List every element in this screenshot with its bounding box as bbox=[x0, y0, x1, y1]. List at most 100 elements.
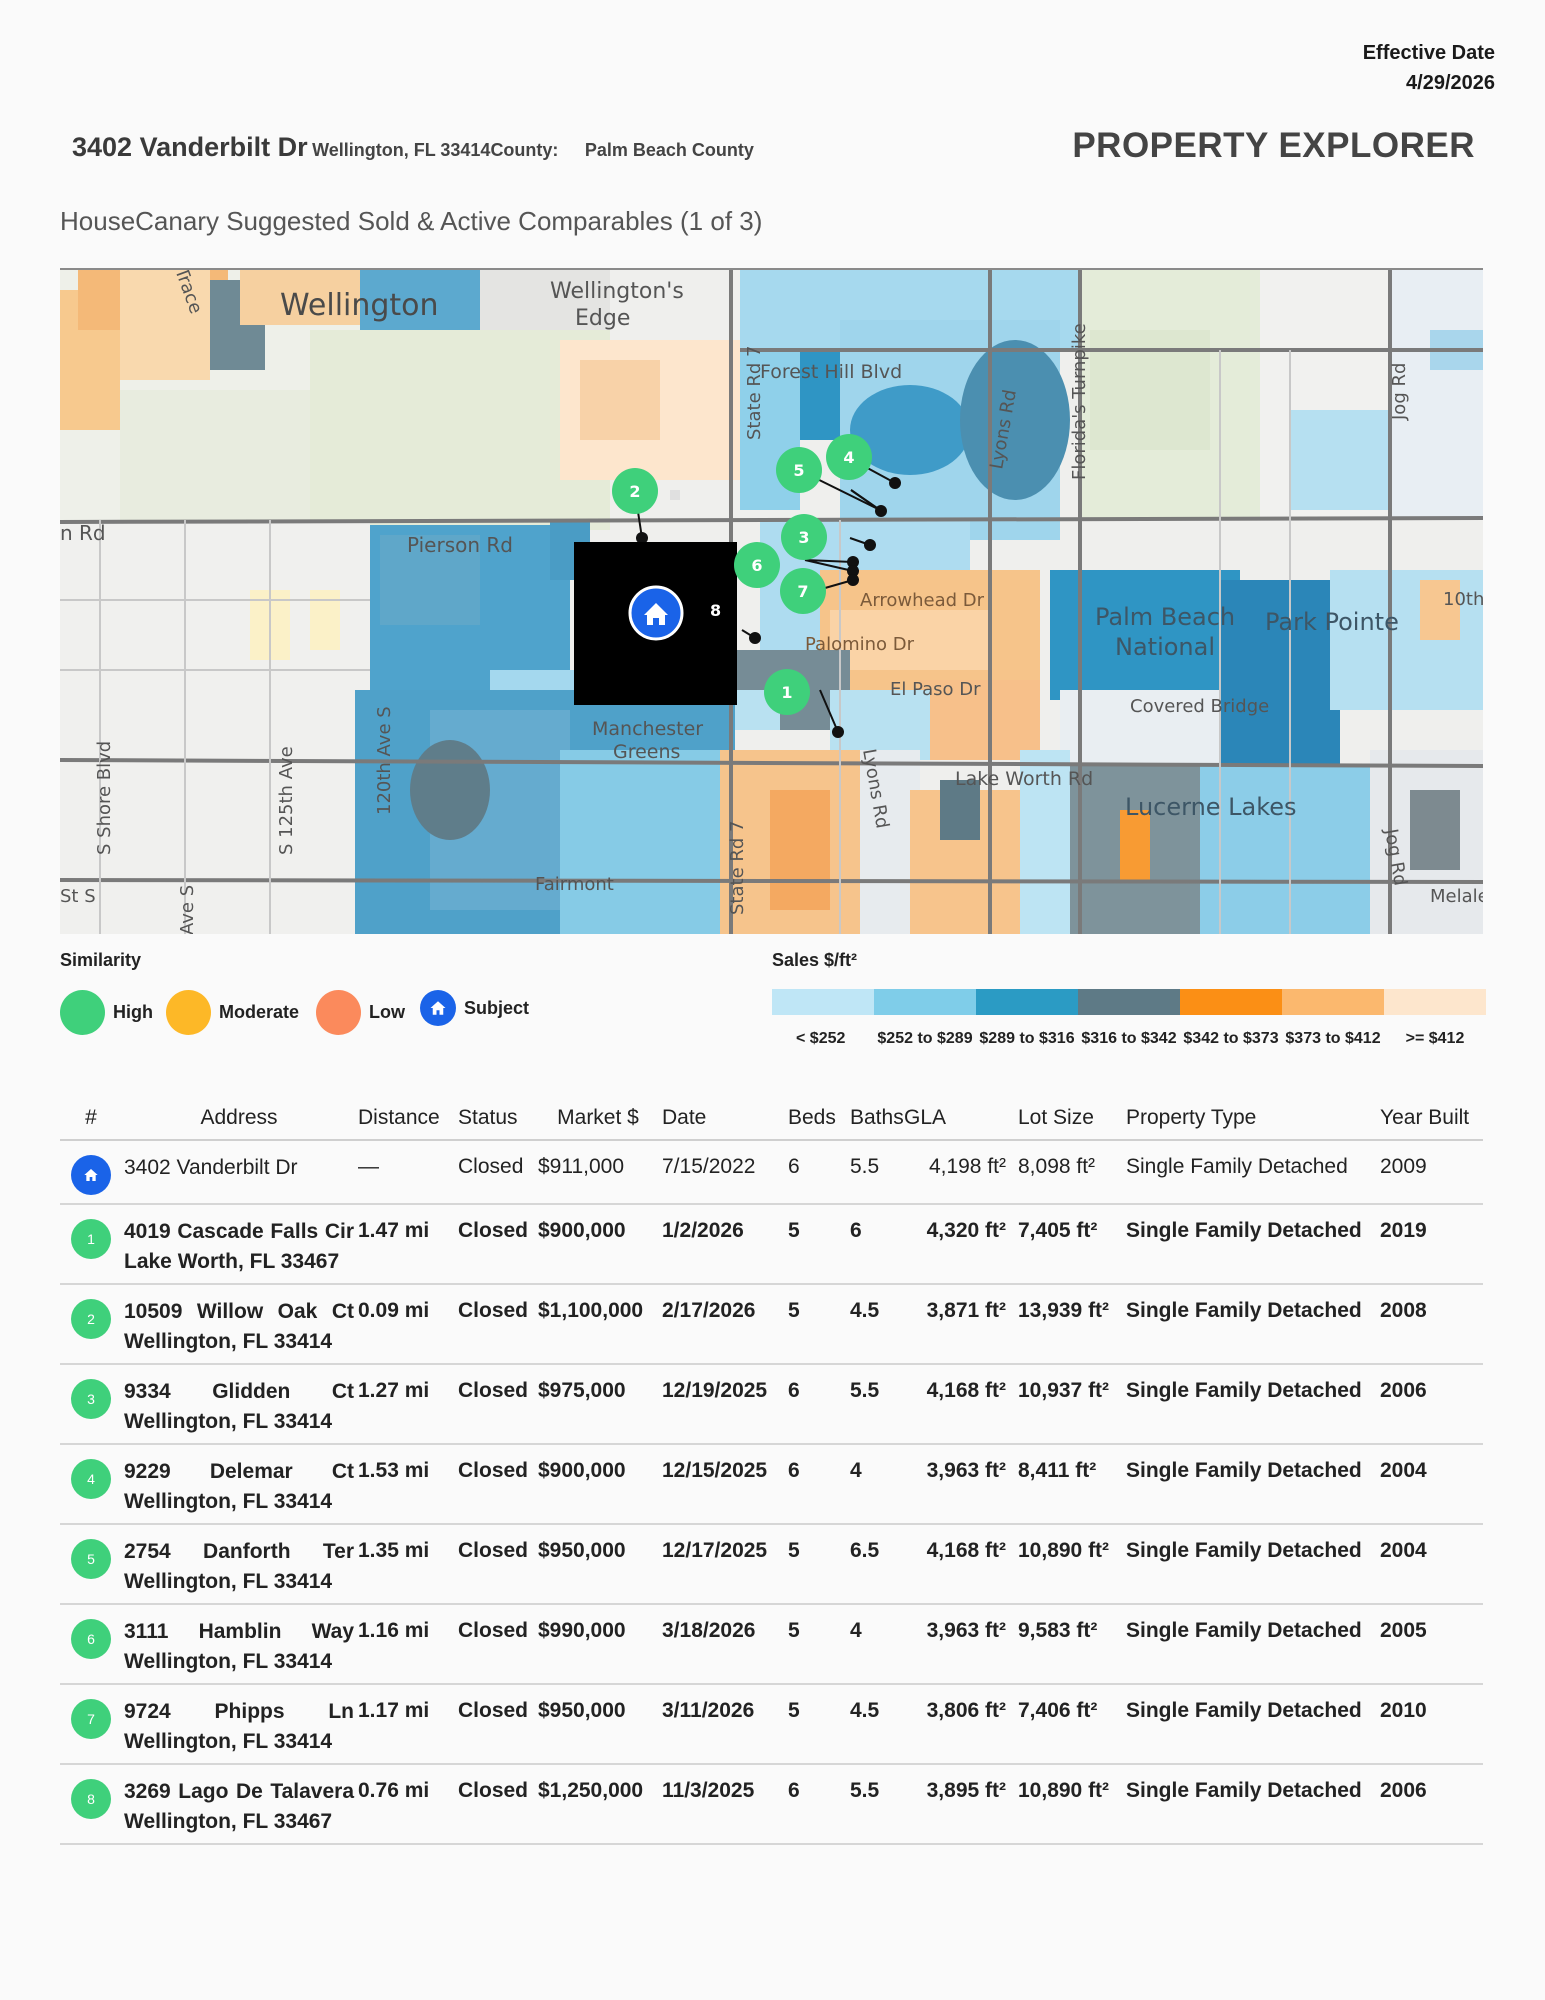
row-lot: 10,890 ft² bbox=[1016, 1764, 1124, 1845]
row-gla: 4,198 ft² bbox=[902, 1140, 1016, 1205]
row-year: 2004 bbox=[1378, 1524, 1483, 1605]
map-label-s-120th: 120th Ave S bbox=[374, 706, 395, 815]
table-row[interactable]: 1 4019 Cascade Falls Cir Lake Worth, FL 3… bbox=[60, 1204, 1483, 1285]
row-gla: 4,320 ft² bbox=[902, 1204, 1016, 1285]
row-year: 2019 bbox=[1378, 1204, 1483, 1285]
row-date: 12/17/2025 bbox=[660, 1524, 786, 1605]
legend-high-label: High bbox=[113, 1002, 153, 1022]
row-date: 11/3/2025 bbox=[660, 1764, 786, 1845]
brand-title: PROPERTY EXPLORER bbox=[1072, 126, 1475, 165]
map-marker-5[interactable]: 5 bbox=[793, 461, 804, 480]
table-row[interactable]: 6 3111 Hamblin Way Wellington, FL 33414 1.… bbox=[60, 1604, 1483, 1685]
subject-address-line: 3402 Vanderbilt Dr Wellington, FL 33414C… bbox=[72, 132, 754, 163]
map-label-arrowhead: Arrowhead Dr bbox=[860, 590, 985, 611]
sales-label-5: $342 to $373 bbox=[1183, 1030, 1279, 1047]
row-distance: 1.17 mi bbox=[356, 1684, 456, 1765]
row-status: Closed bbox=[456, 1444, 536, 1525]
row-year: 2004 bbox=[1378, 1444, 1483, 1525]
row-address: 9229 Delemar Ct Wellington, FL 33414 bbox=[122, 1444, 356, 1525]
row-year: 2006 bbox=[1378, 1364, 1483, 1445]
map-label-10th: 10th bbox=[1443, 589, 1483, 610]
table-row[interactable]: 3 9334 Glidden Ct Wellington, FL 33414 1.2… bbox=[60, 1364, 1483, 1445]
row-address: 3111 Hamblin Way Wellington, FL 33414 bbox=[122, 1604, 356, 1685]
table-row[interactable]: 5 2754 Danforth Ter Wellington, FL 33414 1… bbox=[60, 1524, 1483, 1605]
map-label-greens: Greens bbox=[613, 741, 680, 763]
row-badge-cell: 2 bbox=[60, 1284, 122, 1365]
map-marker-8[interactable]: 8 bbox=[710, 601, 721, 620]
sales-label-4: $316 to $342 bbox=[1081, 1030, 1177, 1047]
row-address: 9724 Phipps Ln Wellington, FL 33414 bbox=[122, 1684, 356, 1765]
row-lot: 10,890 ft² bbox=[1016, 1524, 1124, 1605]
map-marker-6[interactable]: 6 bbox=[751, 556, 762, 575]
map-marker-2[interactable]: 2 bbox=[629, 482, 640, 501]
row-date: 12/15/2025 bbox=[660, 1444, 786, 1525]
row-type: Single Family Detached bbox=[1124, 1284, 1378, 1365]
row-type: Single Family Detached bbox=[1124, 1364, 1378, 1445]
row-type: Single Family Detached bbox=[1124, 1524, 1378, 1605]
map-marker-circle-2[interactable] bbox=[612, 468, 658, 514]
row-number-badge: 5 bbox=[71, 1539, 111, 1579]
row-beds: 5 bbox=[786, 1684, 848, 1765]
row-status: Closed bbox=[456, 1364, 536, 1445]
map-marker-circle-3[interactable] bbox=[781, 514, 827, 560]
row-distance: 1.53 mi bbox=[356, 1444, 456, 1525]
row-baths: 6.5 bbox=[848, 1524, 902, 1605]
row-market: $1,100,000 bbox=[536, 1284, 660, 1365]
header-year: Year Built bbox=[1378, 1096, 1483, 1141]
row-type: Single Family Detached bbox=[1124, 1204, 1378, 1285]
legend-subject-dot bbox=[420, 990, 456, 1026]
row-number-badge: 1 bbox=[71, 1219, 111, 1259]
map-label-st-s: St S bbox=[60, 886, 96, 907]
table-row[interactable]: 4 9229 Delemar Ct Wellington, FL 33414 1.5… bbox=[60, 1444, 1483, 1525]
row-type: Single Family Detached bbox=[1124, 1764, 1378, 1845]
map-marker-circle-6[interactable] bbox=[734, 542, 780, 588]
map-label-national: National bbox=[1115, 633, 1215, 661]
county-label: County: bbox=[490, 140, 559, 160]
map-marker-circle-7[interactable] bbox=[780, 568, 826, 614]
header-lot: Lot Size bbox=[1016, 1096, 1124, 1141]
row-badge-cell: 6 bbox=[60, 1604, 122, 1685]
row-market: $950,000 bbox=[536, 1684, 660, 1765]
comparables-map[interactable]: Wellington Wellington's Edge Forest Hill… bbox=[60, 268, 1483, 934]
row-lot: 9,583 ft² bbox=[1016, 1604, 1124, 1685]
legend-high: High bbox=[60, 990, 153, 1035]
row-beds: 6 bbox=[786, 1364, 848, 1445]
legend-high-dot bbox=[60, 990, 105, 1035]
row-market: $1,250,000 bbox=[536, 1764, 660, 1845]
row-distance: 1.16 mi bbox=[356, 1604, 456, 1685]
row-status: Closed bbox=[456, 1684, 536, 1765]
row-number-badge: 6 bbox=[71, 1619, 111, 1659]
row-gla: 3,963 ft² bbox=[902, 1444, 1016, 1525]
legend-subject: Subject bbox=[420, 990, 529, 1026]
row-date: 3/18/2026 bbox=[660, 1604, 786, 1685]
map-marker-circle-1[interactable] bbox=[764, 669, 810, 715]
row-number-badge: 2 bbox=[71, 1299, 111, 1339]
map-marker-7[interactable]: 7 bbox=[797, 582, 808, 601]
subject-city: Wellington, FL 33414 bbox=[312, 140, 491, 160]
row-gla: 4,168 ft² bbox=[902, 1524, 1016, 1605]
subject-row[interactable]: 3402 Vanderbilt Dr — Closed $911,000 7/15/20… bbox=[60, 1140, 1483, 1205]
row-address: 4019 Cascade Falls Cir Lake Worth, FL 33… bbox=[122, 1204, 356, 1285]
table-row[interactable]: 2 10509 Willow Oak Ct Wellington, FL 3341… bbox=[60, 1284, 1483, 1365]
row-baths: 4.5 bbox=[848, 1284, 902, 1365]
map-marker-3[interactable]: 3 bbox=[798, 528, 809, 547]
row-distance: 0.09 mi bbox=[356, 1284, 456, 1365]
row-type: Single Family Detached bbox=[1124, 1604, 1378, 1685]
effective-date-label: Effective Date bbox=[1362, 42, 1495, 64]
map-label-manchester: Manchester bbox=[592, 718, 703, 740]
legend-low-dot bbox=[316, 990, 361, 1035]
row-market: $990,000 bbox=[536, 1604, 660, 1685]
map-marker-4[interactable]: 4 bbox=[843, 448, 854, 467]
map-marker-circle-5[interactable] bbox=[776, 447, 822, 493]
table-row[interactable]: 7 9724 Phipps Ln Wellington, FL 33414 1.17… bbox=[60, 1684, 1483, 1765]
map-label-ave-s: Ave S bbox=[177, 885, 198, 934]
map-label-covered-bridge: Covered Bridge bbox=[1130, 696, 1269, 717]
table-row[interactable]: 8 3269 Lago De Talavera Wellington, FL 33… bbox=[60, 1764, 1483, 1845]
map-marker-circle-4[interactable] bbox=[826, 434, 872, 480]
map-marker-1[interactable]: 1 bbox=[781, 683, 792, 702]
map-label-turnpike: Florida's Turnpike bbox=[1069, 323, 1090, 480]
home-icon bbox=[644, 603, 668, 625]
header-baths: Baths bbox=[848, 1096, 904, 1141]
row-number-badge: 8 bbox=[71, 1779, 111, 1819]
subject-street: 3402 Vanderbilt Dr bbox=[72, 132, 308, 162]
